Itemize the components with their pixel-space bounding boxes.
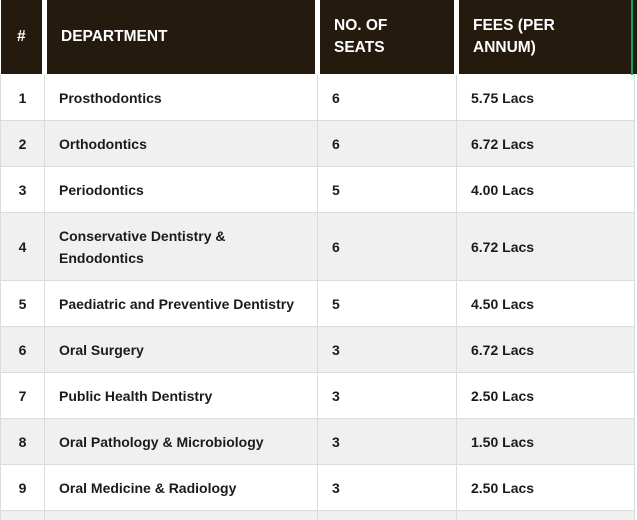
cell-num: 8 [0,418,45,465]
cell-fees: 4.00 Lacs [456,166,637,213]
cell-seats: 5 [317,280,457,327]
cell-department: Periodontics [44,166,318,213]
cell-department: Prosthodontics [44,74,318,121]
cell-empty [317,510,457,520]
header-accent-green-line [631,0,633,75]
cell-num: 4 [0,212,45,281]
header-label-num: # [16,27,26,45]
cell-num: 3 [0,166,45,213]
table-row: 7 Public Health Dentistry 3 2.50 Lacs [0,372,637,419]
cell-empty [456,510,637,520]
header-cell-department: DEPARTMENT [44,0,320,75]
cell-num: 2 [0,120,45,167]
table-row: 3 Periodontics 5 4.00 Lacs [0,166,637,213]
cell-department: Oral Pathology & Microbiology [44,418,318,465]
cell-fees: 2.50 Lacs [456,464,637,511]
cell-seats: 3 [317,464,457,511]
cell-fees: 6.72 Lacs [456,212,637,281]
header-label-fees: FEES (PER ANNUM) [473,17,555,56]
cell-num: 6 [0,326,45,373]
cell-department: Public Health Dentistry [44,372,318,419]
table-row: 5 Paediatric and Preventive Dentistry 5 4.5… [0,280,637,327]
cell-seats: 6 [317,212,457,281]
header-cell-seats: NO. OF SEATS [317,0,459,75]
cell-seats: 3 [317,326,457,373]
header-label-department: DEPARTMENT [61,27,168,45]
cell-fees: 2.50 Lacs [456,372,637,419]
table-row: 8 Oral Pathology & Microbiology 3 1.50 Lacs [0,418,637,465]
cell-seats: 6 [317,120,457,167]
cell-fees: 6.72 Lacs [456,326,637,373]
cell-department: Conservative Dentistry & Endodontics [44,212,318,281]
cell-fees: 4.50 Lacs [456,280,637,327]
cell-num: 9 [0,464,45,511]
cell-seats: 6 [317,74,457,121]
table-row: 4 Conservative Dentistry & Endodontics 6 6.… [0,212,637,281]
table-row: 6 Oral Surgery 3 6.72 Lacs [0,326,637,373]
cell-empty [0,510,45,520]
table-header: # DEPARTMENT NO. OF SEATS FEES (PER ANNU… [0,0,637,75]
table-row: 9 Oral Medicine & Radiology 3 2.50 Lacs [0,464,637,511]
cell-department: Orthodontics [44,120,318,167]
cell-department: Oral Medicine & Radiology [44,464,318,511]
header-cell-fees: FEES (PER ANNUM) [456,0,637,75]
table-row-partial [0,510,637,520]
table-body: 1 Prosthodontics 6 5.75 Lacs 2 Orthodontics 6 6… [0,74,637,520]
cell-num: 5 [0,280,45,327]
header-row: # DEPARTMENT NO. OF SEATS FEES (PER ANNU… [0,0,637,75]
cell-fees: 1.50 Lacs [456,418,637,465]
table-row: 1 Prosthodontics 6 5.75 Lacs [0,74,637,121]
cell-department: Paediatric and Preventive Dentistry [44,280,318,327]
header-label-seats: NO. OF SEATS [334,17,388,56]
cell-department: Oral Surgery [44,326,318,373]
cell-fees: 6.72 Lacs [456,120,637,167]
cell-num: 7 [0,372,45,419]
cell-num: 1 [0,74,45,121]
cell-seats: 3 [317,372,457,419]
cell-empty [44,510,318,520]
table-row: 2 Orthodontics 6 6.72 Lacs [0,120,637,167]
cell-seats: 3 [317,418,457,465]
table-right-edge [634,75,637,520]
cell-fees: 5.75 Lacs [456,74,637,121]
cell-seats: 5 [317,166,457,213]
header-cell-num: # [0,0,47,75]
